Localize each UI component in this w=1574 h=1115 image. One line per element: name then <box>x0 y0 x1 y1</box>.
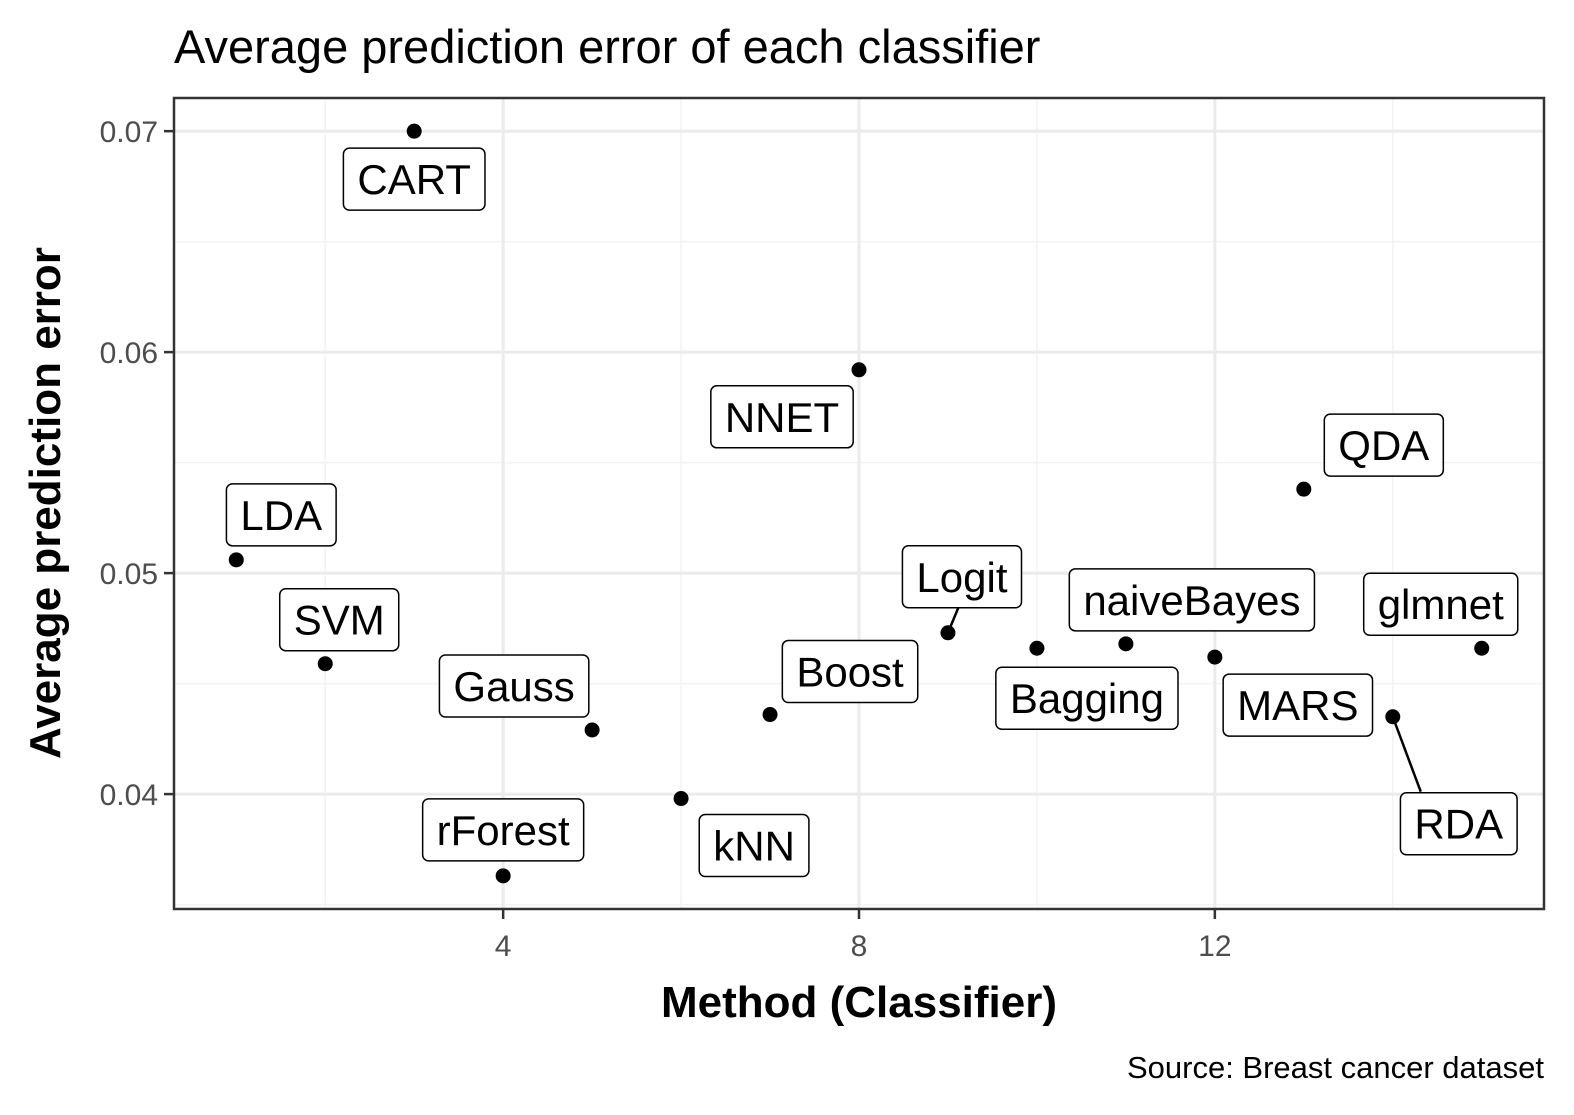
y-tick-label: 0.06 <box>100 337 158 370</box>
label-text: rForest <box>437 807 570 854</box>
label-box <box>1068 568 1316 632</box>
point-label-rda: RDA <box>1399 791 1518 856</box>
label-box <box>710 385 854 449</box>
point-logit <box>940 625 956 641</box>
data-points <box>228 123 1490 884</box>
point-glmnet <box>1474 640 1490 656</box>
label-text: QDA <box>1338 422 1429 469</box>
point-labels: LDA SVM CART rForest Gauss kNN Boost NNET Logit B… <box>225 147 1519 878</box>
label-box <box>1362 572 1519 636</box>
label-box <box>342 147 486 211</box>
label-box <box>278 587 400 652</box>
point-knn <box>673 791 689 807</box>
label-box <box>1399 791 1518 856</box>
x-tick-label: 12 <box>1198 930 1231 963</box>
chart-caption: Source: Breast cancer dataset <box>1127 1050 1544 1085</box>
point-label-boost: Boost <box>781 639 919 704</box>
y-axis-title: Average prediction error <box>21 247 70 759</box>
point-label-nnet: NNET <box>710 385 854 449</box>
point-label-naivebayes: naiveBayes <box>1068 568 1316 632</box>
label-text: Boost <box>796 649 904 696</box>
point-rda <box>1385 709 1401 725</box>
y-tick-label: 0.04 <box>100 779 158 812</box>
point-label-knn: kNN <box>698 813 810 878</box>
point-mars <box>1207 649 1223 665</box>
label-text: Logit <box>916 554 1007 601</box>
label-box <box>438 654 590 718</box>
y-tick-label: 0.07 <box>100 116 158 149</box>
label-text: naiveBayes <box>1083 577 1300 624</box>
point-qda <box>1296 481 1312 497</box>
label-text: Gauss <box>453 663 574 710</box>
x-axis: 4 8 12 <box>495 909 1232 963</box>
label-box <box>421 798 585 862</box>
label-box <box>225 483 337 547</box>
point-rforest <box>495 868 511 884</box>
point-label-cart: CART <box>342 147 486 211</box>
point-lda <box>228 552 244 568</box>
leader-line-rda <box>1391 716 1422 793</box>
label-box <box>995 666 1179 730</box>
label-box <box>781 639 919 704</box>
label-text: kNN <box>713 823 795 870</box>
y-axis: 0.04 0.05 0.06 0.07 <box>100 116 174 812</box>
label-text: NNET <box>725 394 839 441</box>
point-label-mars: MARS <box>1222 673 1374 737</box>
point-bagging <box>1029 640 1045 656</box>
point-naivebayes <box>1118 636 1134 652</box>
x-tick-label: 4 <box>495 930 512 963</box>
label-text: Bagging <box>1010 675 1164 722</box>
gridlines <box>174 98 1544 909</box>
point-label-gauss: Gauss <box>438 654 590 718</box>
point-label-logit: Logit <box>901 545 1023 609</box>
label-text: RDA <box>1414 801 1503 848</box>
x-tick-label: 8 <box>851 930 868 963</box>
point-boost <box>762 707 778 723</box>
point-label-qda: QDA <box>1323 413 1445 477</box>
point-nnet <box>851 362 867 378</box>
label-box <box>698 813 810 878</box>
point-label-svm: SVM <box>278 587 400 652</box>
label-box <box>901 545 1023 609</box>
label-text: SVM <box>294 597 385 644</box>
point-cart <box>406 123 422 139</box>
label-box <box>1222 673 1374 737</box>
label-text: MARS <box>1237 682 1358 729</box>
x-axis-title: Method (Classifier) <box>661 978 1057 1027</box>
chart-title: Average prediction error of each classif… <box>174 20 1040 73</box>
point-label-bagging: Bagging <box>995 666 1179 730</box>
point-gauss <box>584 722 600 738</box>
point-label-lda: LDA <box>225 483 337 547</box>
label-text: LDA <box>240 492 322 539</box>
label-text: glmnet <box>1378 581 1504 628</box>
point-svm <box>317 656 333 672</box>
label-text: CART <box>357 156 471 203</box>
plot-panel: LDA SVM CART rForest Gauss kNN Boost NNET Logit B… <box>172 96 1546 911</box>
point-label-glmnet: glmnet <box>1362 572 1519 636</box>
label-box <box>1323 413 1445 477</box>
point-label-rforest: rForest <box>421 798 585 862</box>
y-tick-label: 0.05 <box>100 558 158 591</box>
